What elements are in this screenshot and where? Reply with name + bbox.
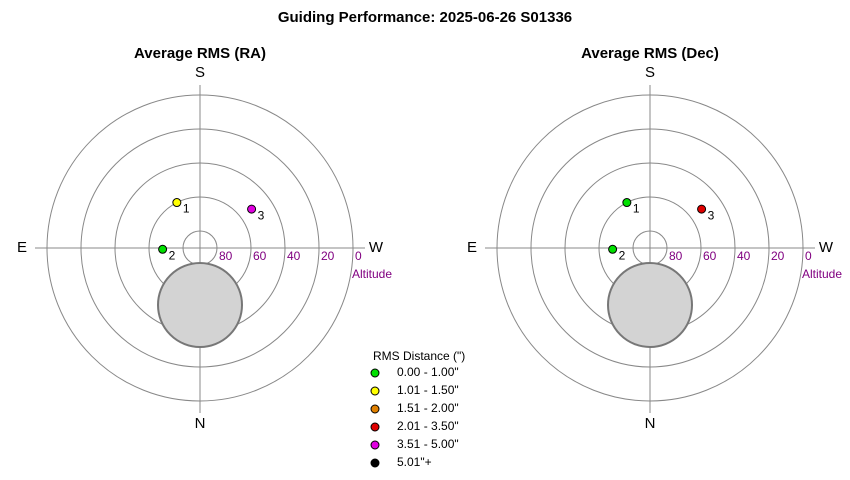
direction-label: W xyxy=(819,239,834,256)
r-tick-label: 0 xyxy=(355,249,362,263)
legend-marker xyxy=(370,440,380,450)
r-tick-label: 40 xyxy=(287,249,301,263)
point-label: 2 xyxy=(169,248,176,262)
direction-label: E xyxy=(467,239,477,256)
r-tick-label: 0 xyxy=(805,249,812,263)
direction-label: N xyxy=(195,415,206,432)
legend-marker xyxy=(370,368,380,378)
radial-axis-label: Altitude xyxy=(352,267,392,281)
point-label: 1 xyxy=(183,202,190,216)
legend-label: 2.01 - 3.50" xyxy=(397,419,459,433)
data-point xyxy=(158,244,168,254)
direction-label: N xyxy=(645,415,656,432)
direction-label: S xyxy=(195,64,205,81)
r-tick-label: 60 xyxy=(703,249,717,263)
r-tick-label: 80 xyxy=(669,249,683,263)
r-tick-label: 20 xyxy=(771,249,785,263)
shaded-region xyxy=(607,262,693,348)
legend-label: 3.51 - 5.00" xyxy=(397,437,459,451)
direction-label: W xyxy=(369,239,384,256)
legend-marker xyxy=(370,458,380,468)
r-tick-label: 60 xyxy=(253,249,267,263)
legend-marker xyxy=(370,404,380,414)
legend-marker xyxy=(370,422,380,432)
data-point xyxy=(172,198,182,208)
radial-axis-label: Altitude xyxy=(802,267,842,281)
shaded-region xyxy=(157,262,243,348)
legend-label: 1.01 - 1.50" xyxy=(397,383,459,397)
legend-marker xyxy=(370,386,380,396)
r-tick-label: 20 xyxy=(321,249,335,263)
point-label: 3 xyxy=(258,208,265,222)
data-point xyxy=(247,204,257,214)
chart-title: Average RMS (RA) xyxy=(134,45,266,62)
legend-label: 5.01"+ xyxy=(397,455,432,469)
chart-title: Average RMS (Dec) xyxy=(581,45,719,62)
data-point xyxy=(697,204,707,214)
r-tick-label: 80 xyxy=(219,249,233,263)
direction-label: E xyxy=(17,239,27,256)
point-label: 3 xyxy=(708,208,715,222)
data-point xyxy=(608,244,618,254)
point-label: 1 xyxy=(633,202,640,216)
legend-label: 1.51 - 2.00" xyxy=(397,401,459,415)
page-title: Guiding Performance: 2025-06-26 S01336 xyxy=(278,9,572,26)
direction-label: S xyxy=(645,64,655,81)
point-label: 2 xyxy=(619,248,626,262)
legend-label: 0.00 - 1.00" xyxy=(397,365,459,379)
legend-title: RMS Distance (") xyxy=(373,349,465,363)
r-tick-label: 40 xyxy=(737,249,751,263)
data-point xyxy=(622,198,632,208)
